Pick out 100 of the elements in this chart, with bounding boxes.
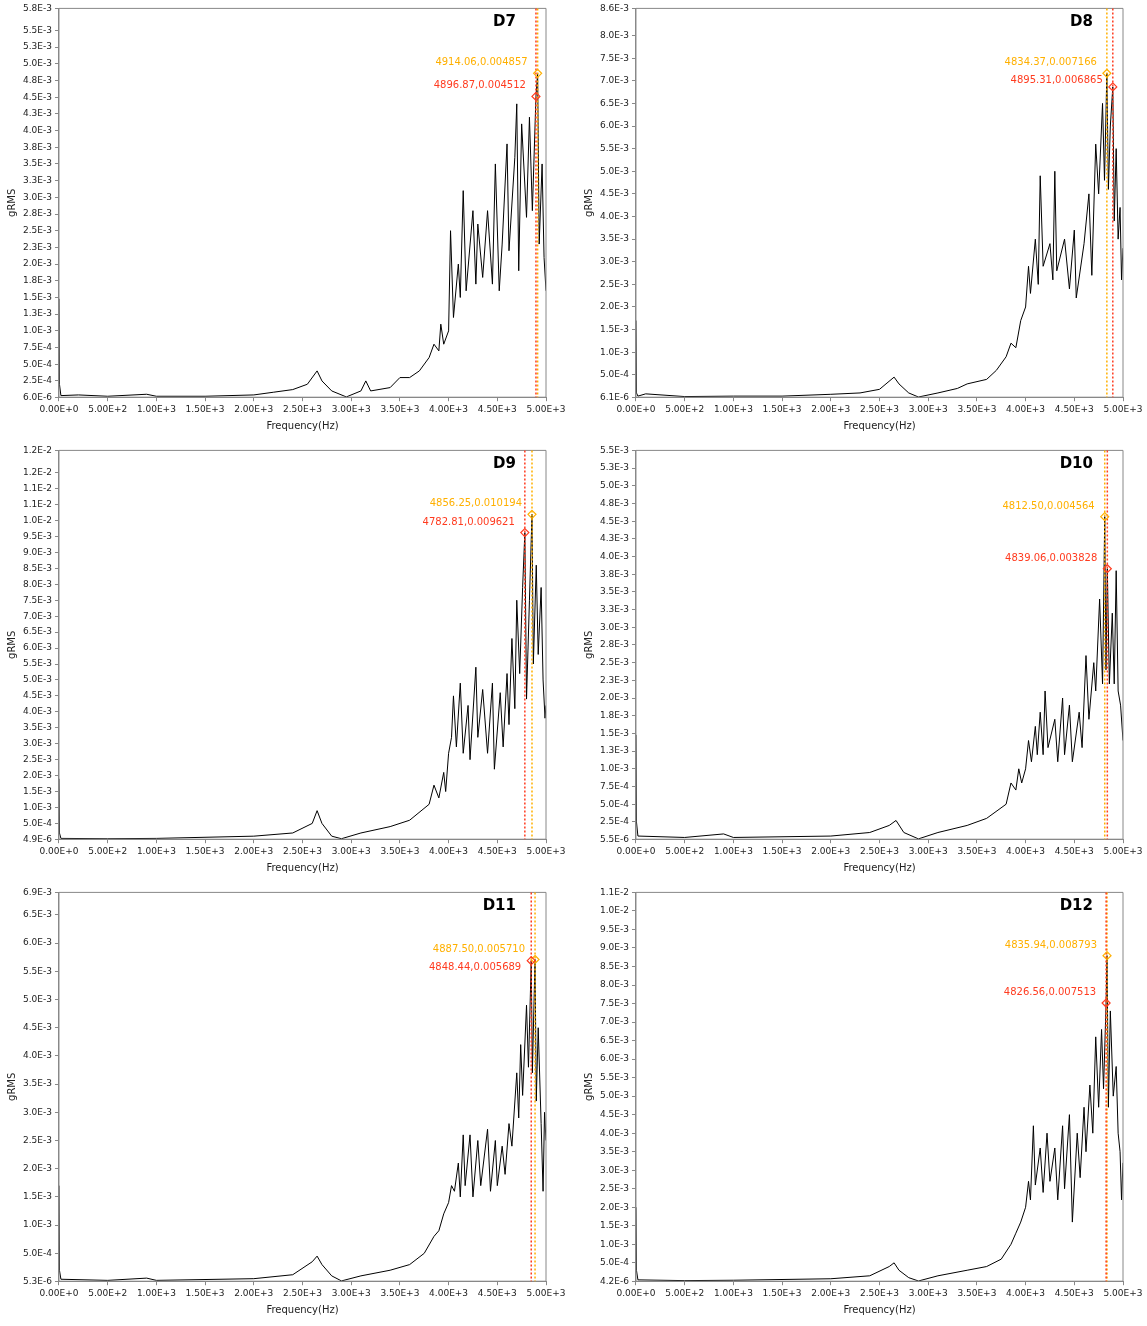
x-tick-label: 1.00E+3: [713, 403, 753, 414]
y-tick-label: 1.1E-2: [22, 483, 52, 493]
y-tick-label: 5.5E-3: [22, 24, 52, 35]
y-tick-label: 3.0E-3: [599, 1164, 629, 1175]
y-tick-label: 3.0E-3: [599, 621, 629, 632]
chart-title: D10: [1059, 453, 1093, 472]
y-tick-label: 2.5E-3: [22, 754, 52, 764]
y-tick-label: 4.5E-3: [599, 1109, 629, 1119]
y-tick-label: 2.0E-3: [599, 301, 629, 312]
y-tick-label: 2.0E-3: [22, 769, 52, 780]
y-tick-label: 6.0E-3: [22, 642, 52, 653]
x-tick-label: 4.00E+3: [1006, 403, 1046, 414]
y-tick-label: 2.8E-3: [599, 639, 629, 650]
y-tick-label: 5.3E-6: [22, 1275, 53, 1286]
x-tick-label: 3.00E+3: [331, 1287, 371, 1298]
y-tick-label: 2.0E-3: [22, 258, 52, 269]
y-tick-label: 3.0E-3: [22, 738, 52, 749]
y-tick-label: 1.0E-2: [599, 905, 629, 916]
y-tick-label: 7.5E-4: [22, 341, 53, 352]
y-tick-label: 5.8E-3: [22, 2, 52, 13]
y-tick-label: 2.8E-3: [22, 208, 52, 219]
x-tick-label: 3.00E+3: [331, 403, 371, 414]
y-tick-label: 3.3E-3: [599, 603, 629, 614]
y-tick-label: 4.0E-3: [22, 1050, 52, 1061]
x-tick-label: 5.00E+3: [526, 403, 566, 414]
y-tick-label: 1.0E-3: [599, 763, 629, 774]
y-tick-label: 5.0E-3: [599, 1090, 629, 1101]
y-tick-label: 5.5E-3: [22, 658, 52, 669]
y-tick-label: 5.3E-3: [599, 462, 629, 473]
x-tick-label: 0.00E+0: [616, 1287, 656, 1298]
y-tick-label: 4.5E-3: [22, 690, 52, 701]
y-tick-label: 6.5E-3: [599, 1034, 629, 1045]
y-tick-label: 1.2E-2: [22, 444, 52, 455]
annotation: 4812.50,0.004564: [1002, 499, 1095, 511]
y-tick-label: 4.0E-3: [599, 1127, 629, 1138]
annotation: 4834.37,0.007166: [1004, 56, 1097, 68]
x-axis-title: Frequency(Hz): [843, 1303, 916, 1315]
y-tick-label: 6.9E-3: [22, 886, 52, 897]
y-tick-label: 4.3E-3: [22, 108, 52, 119]
y-tick-label: 5.5E-3: [599, 444, 629, 455]
y-tick-label: 5.0E-4: [22, 358, 53, 369]
x-tick-label: 3.00E+3: [908, 845, 948, 856]
y-tick-label: 4.3E-3: [599, 533, 629, 544]
y-tick-label: 9.5E-3: [599, 923, 629, 934]
y-tick-label: 3.5E-3: [599, 1146, 629, 1157]
y-tick-label: 5.3E-3: [22, 41, 52, 52]
x-tick-label: 2.00E+3: [811, 403, 851, 414]
x-tick-label: 4.00E+3: [429, 403, 469, 414]
y-tick-label: 5.5E-3: [599, 1071, 629, 1082]
y-tick-label: 4.2E-6: [599, 1275, 630, 1286]
x-tick-label: 1.50E+3: [185, 845, 225, 856]
x-tick-label: 3.50E+3: [957, 1287, 997, 1298]
y-tick-label: 9.0E-3: [599, 942, 629, 953]
y-tick-label: 1.0E-2: [22, 514, 52, 525]
y-tick-label: 6.0E-3: [599, 120, 629, 131]
y-tick-label: 1.8E-3: [22, 275, 52, 286]
x-tick-label: 2.50E+3: [282, 403, 322, 414]
y-tick-label: 1.0E-3: [599, 346, 629, 357]
y-tick-label: 5.0E-4: [599, 798, 630, 809]
x-tick-label: 2.50E+3: [282, 1287, 322, 1298]
y-tick-label: 4.0E-3: [22, 706, 52, 717]
x-tick-label: 2.50E+3: [859, 845, 899, 856]
y-tick-label: 6.0E-3: [22, 937, 52, 948]
x-tick-label: 4.00E+3: [429, 1287, 469, 1298]
y-tick-label: 8.0E-3: [22, 578, 52, 589]
x-tick-label: 2.00E+3: [234, 403, 274, 414]
x-tick-label: 3.50E+3: [380, 403, 420, 414]
x-tick-label: 2.50E+3: [859, 1287, 899, 1298]
chart-title: D12: [1059, 895, 1093, 914]
x-tick-label: 2.00E+3: [811, 845, 851, 856]
y-tick-label: 5.5E-3: [22, 965, 52, 976]
annotation: 4887.50,0.005710: [432, 942, 526, 954]
x-tick-label: 0.00E+0: [616, 845, 656, 856]
y-tick-label: 2.3E-3: [22, 241, 52, 252]
x-tick-label: 5.00E+3: [1103, 403, 1143, 414]
x-tick-label: 1.00E+3: [136, 403, 176, 414]
x-tick-label: 4.00E+3: [1006, 845, 1046, 856]
x-tick-label: 1.00E+3: [713, 845, 753, 856]
y-tick-label: 6.0E-3: [599, 1053, 629, 1064]
y-tick-label: 1.5E-3: [22, 785, 52, 796]
y-tick-label: 4.0E-3: [22, 124, 52, 135]
y-tick-label: 3.8E-3: [22, 141, 52, 152]
x-tick-label: 1.50E+3: [762, 845, 802, 856]
y-tick-label: 2.5E-3: [599, 1183, 629, 1194]
y-tick-label: 8.0E-3: [599, 979, 629, 990]
y-axis-title: gRMS: [5, 188, 17, 217]
x-tick-label: 4.50E+3: [1054, 403, 1094, 414]
chart-title: D7: [493, 11, 516, 30]
y-tick-label: 1.0E-3: [22, 1219, 52, 1230]
x-tick-label: 0.00E+0: [39, 1287, 79, 1298]
annotation: 4839.06,0.003828: [1005, 551, 1098, 563]
x-axis-title: Frequency(Hz): [843, 419, 916, 431]
x-tick-label: 2.00E+3: [234, 845, 274, 856]
x-tick-label: 5.00E+3: [1103, 845, 1143, 856]
y-tick-label: 3.0E-3: [22, 1106, 52, 1117]
y-tick-label: 5.0E-3: [22, 674, 52, 685]
y-tick-label: 2.5E-3: [22, 225, 52, 236]
x-tick-label: 4.50E+3: [477, 845, 517, 856]
x-tick-label: 3.00E+3: [908, 1287, 948, 1298]
y-tick-label: 1.0E-3: [599, 1238, 629, 1249]
